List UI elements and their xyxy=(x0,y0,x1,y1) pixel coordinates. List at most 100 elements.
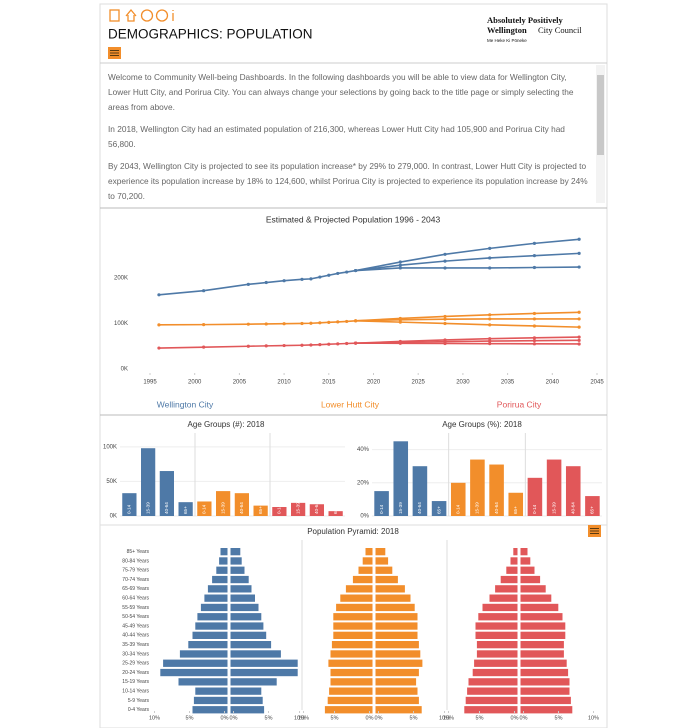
point xyxy=(264,280,268,285)
scrollbar-thumb[interactable] xyxy=(597,75,604,155)
bar xyxy=(508,492,524,516)
pyramid-bar xyxy=(489,594,518,602)
paragraph: By 2043, Wellington City is projected to… xyxy=(108,161,588,201)
point xyxy=(318,321,322,325)
bar xyxy=(159,471,174,516)
point xyxy=(345,270,349,274)
pyramid-bar xyxy=(520,603,559,612)
x-tick-label: 1995 xyxy=(143,380,157,386)
icon-back[interactable] xyxy=(140,9,154,22)
pyramid-bar xyxy=(375,631,418,639)
pyramid-bar xyxy=(365,548,373,556)
pyramid-bar xyxy=(207,585,228,593)
point xyxy=(443,259,447,263)
point xyxy=(300,321,304,326)
bar xyxy=(122,493,137,516)
logo-line: City Council xyxy=(538,25,582,35)
age-label: 10-14 Years xyxy=(122,688,149,694)
age-label: 70-74 Years xyxy=(122,577,149,583)
pyramid-bar xyxy=(230,696,263,705)
point xyxy=(488,266,492,270)
pyramid-bar xyxy=(219,557,228,565)
chart-title: Age Groups (#): 2018 xyxy=(188,420,265,429)
x-tick-label: 2035 xyxy=(501,380,515,386)
point xyxy=(264,344,268,348)
pyramid-bar xyxy=(375,603,415,612)
point xyxy=(309,277,313,281)
point xyxy=(309,343,313,347)
pyramid-bar xyxy=(520,613,563,621)
x-tick-label: 2010 xyxy=(277,380,291,386)
pyramid-bar xyxy=(330,678,373,686)
point xyxy=(202,289,206,293)
pyramid-bar xyxy=(230,641,272,649)
x-tick-label: 2005 xyxy=(233,380,247,386)
age-label: 5-9 Years xyxy=(128,698,150,704)
pyramid-bar xyxy=(230,706,265,714)
bar xyxy=(216,491,231,516)
pyramid-bar xyxy=(358,566,373,574)
bar-label: 65+ xyxy=(333,506,338,514)
pyramid-bar xyxy=(331,641,373,649)
x-tick-label: 0% xyxy=(230,715,238,721)
bar-label: 0-14 xyxy=(202,504,207,514)
point xyxy=(577,265,581,269)
pyramid-bar xyxy=(476,641,518,649)
point xyxy=(264,322,268,326)
pyramid-bar xyxy=(476,650,518,658)
pyramid-bar xyxy=(375,575,398,584)
pyramid-bar xyxy=(520,622,566,630)
icon-doc[interactable] xyxy=(109,9,120,22)
pyramid-bar xyxy=(230,668,298,677)
pyramid-bar xyxy=(375,585,405,593)
paragraph: Welcome to Community Well-being Dashboar… xyxy=(108,72,574,112)
age-label: 85+ Years xyxy=(127,549,150,555)
x-tick-label: 5% xyxy=(410,715,418,721)
pyramid-bar xyxy=(375,641,419,649)
point xyxy=(336,271,340,276)
menu-button[interactable] xyxy=(108,47,121,59)
chart-title: Estimated & Projected Population 1996 - … xyxy=(266,214,441,224)
pyramid-bar xyxy=(375,548,386,556)
point xyxy=(577,237,581,241)
bar xyxy=(393,441,409,516)
pyramid-bar xyxy=(520,678,570,686)
point xyxy=(577,310,581,314)
icon-forward[interactable] xyxy=(155,9,169,22)
pyramid-bar xyxy=(195,622,228,630)
series-line xyxy=(355,266,580,272)
point xyxy=(282,279,286,283)
point xyxy=(398,260,402,264)
pyramid-bar xyxy=(520,594,552,602)
pyramid-bar xyxy=(330,650,373,658)
bar xyxy=(272,507,287,516)
bar xyxy=(178,502,193,516)
bar xyxy=(253,505,268,516)
point xyxy=(488,339,492,343)
pyramid-bar xyxy=(510,557,518,565)
bar-label: 40-64 xyxy=(314,502,319,514)
pyramid-bar xyxy=(193,696,228,705)
pyramid-bar xyxy=(328,659,373,667)
point xyxy=(488,342,492,346)
bar xyxy=(309,504,324,516)
pyramid-bar xyxy=(230,650,281,658)
pyramid-bar xyxy=(333,622,373,630)
x-tick-label: 10% xyxy=(443,715,454,721)
point xyxy=(327,273,331,277)
point xyxy=(327,342,331,346)
bar xyxy=(585,496,600,516)
point xyxy=(443,321,447,326)
icon-home[interactable] xyxy=(125,8,137,22)
pyramid-bar xyxy=(192,706,228,714)
bar xyxy=(374,491,389,516)
point xyxy=(443,340,447,344)
age-label: 30-34 Years xyxy=(122,651,149,657)
bar xyxy=(141,448,156,516)
point xyxy=(488,256,492,260)
bar xyxy=(234,493,249,516)
point xyxy=(246,322,250,326)
menu-lines xyxy=(590,528,599,534)
pyramid-menu[interactable] xyxy=(588,525,601,537)
